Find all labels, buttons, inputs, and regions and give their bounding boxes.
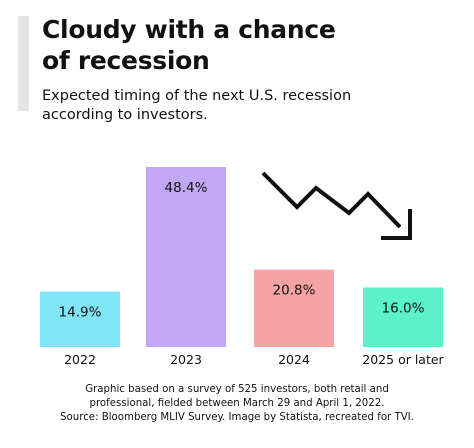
category-label: 2024 xyxy=(278,352,310,367)
bar-2023 xyxy=(146,167,226,347)
chart-title: Cloudy with a chance of recession xyxy=(42,14,462,76)
chart-subtitle: Expected timing of the next U.S. recessi… xyxy=(42,87,462,125)
bar-2025-or-later xyxy=(363,287,443,347)
footnote-line-1: Graphic based on a survey of 525 investo… xyxy=(85,384,389,395)
category-label: 2023 xyxy=(170,352,202,367)
down-trend-arrow-icon xyxy=(261,171,412,240)
bar-value-label: 48.4% xyxy=(165,180,208,196)
category-label: 2022 xyxy=(64,352,96,367)
footnote-line-3: Source: Bloomberg MLIV Survey. Image by … xyxy=(60,412,414,423)
bar-2022 xyxy=(40,291,120,347)
bars-layer: 14.9% 2022 48.4% 2023 20.8% 2024 16.0% 2025 or … xyxy=(40,167,445,367)
footnote-line-2: professional, fielded between March 29 a… xyxy=(89,398,385,409)
chart-title-line-2: of recession xyxy=(42,46,210,75)
chart-subtitle-line-1: Expected timing of the next U.S. recessi… xyxy=(42,88,352,104)
chart-title-line-1: Cloudy with a chance xyxy=(42,15,336,44)
category-label: 2025 or later xyxy=(362,352,444,367)
bar-2024 xyxy=(254,269,334,347)
bar-value-label: 20.8% xyxy=(273,283,316,299)
bar-value-label: 14.9% xyxy=(59,305,102,321)
footnote: Graphic based on a survey of 525 investo… xyxy=(0,383,474,425)
bar-value-label: 16.0% xyxy=(382,300,425,316)
title-accent-bar xyxy=(18,16,29,111)
chart-subtitle-line-2: according to investors. xyxy=(42,107,208,123)
